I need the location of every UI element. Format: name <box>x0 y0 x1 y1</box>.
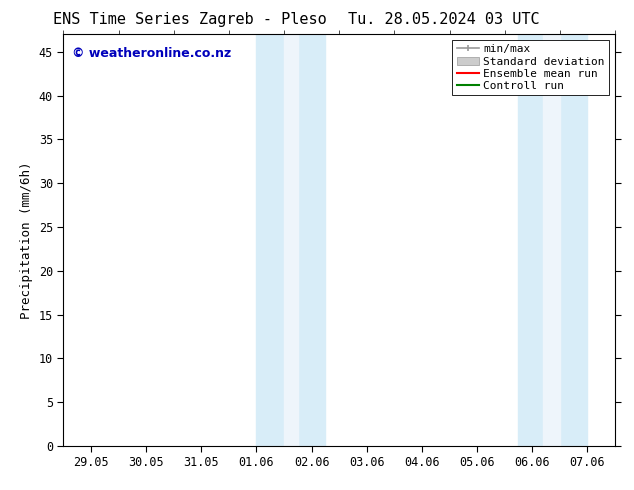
Bar <box>256 34 325 446</box>
Bar <box>284 34 298 446</box>
Text: Tu. 28.05.2024 03 UTC: Tu. 28.05.2024 03 UTC <box>348 12 540 27</box>
Y-axis label: Precipitation (mm/6h): Precipitation (mm/6h) <box>20 161 33 319</box>
Text: © weatheronline.co.nz: © weatheronline.co.nz <box>72 47 231 60</box>
Text: ENS Time Series Zagreb - Pleso: ENS Time Series Zagreb - Pleso <box>53 12 327 27</box>
Legend: min/max, Standard deviation, Ensemble mean run, Controll run: min/max, Standard deviation, Ensemble me… <box>453 40 609 96</box>
Bar <box>519 34 588 446</box>
Bar <box>543 34 560 446</box>
